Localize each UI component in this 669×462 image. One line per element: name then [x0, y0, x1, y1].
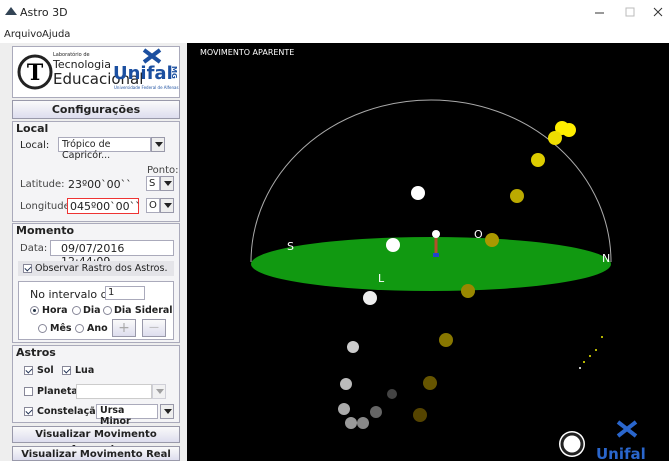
cardinal-label: N: [602, 252, 610, 265]
celestial-dome: [250, 99, 612, 263]
cardinal-label: S: [287, 240, 294, 253]
radio-label[interactable]: Ano: [87, 323, 108, 334]
radio[interactable]: [75, 324, 84, 333]
radio-label[interactable]: Mês: [50, 323, 72, 334]
field-label: Longitude:: [20, 201, 74, 212]
view-title: MOVIMENTO APARENTE: [200, 48, 294, 57]
field-label: Latitude:: [20, 179, 65, 190]
constelacao-combo[interactable]: Ursa Minor: [96, 404, 158, 427]
stars: [579, 336, 603, 369]
rastro-row: [18, 261, 174, 276]
checkbox-label[interactable]: Observar Rastro dos Astros.: [35, 263, 168, 274]
checkbox-label[interactable]: Constelação:: [37, 406, 106, 417]
checkbox[interactable]: [23, 264, 32, 273]
observer: [432, 230, 440, 257]
sky-view: MOVIMENTO APARENTE S N O L Unifal: [187, 43, 669, 461]
field-label: Ponto:: [147, 165, 179, 176]
window-controls[interactable]: [590, 6, 669, 20]
section-header: Momento: [16, 224, 75, 237]
corner-logo-brand: Unifal: [596, 445, 646, 461]
cardinal-label: L: [378, 272, 385, 285]
lat-dir-combo[interactable]: S: [146, 176, 160, 191]
logo-mark: T: [17, 54, 53, 90]
lon-dir-combo[interactable]: O: [146, 198, 160, 213]
checkbox[interactable]: [24, 387, 33, 396]
longitude-field[interactable]: 045º00`00``: [67, 198, 141, 214]
planeta-combo: [76, 384, 152, 399]
radio[interactable]: [103, 306, 112, 315]
logo-lab: Laboratório de: [53, 52, 90, 58]
view-button[interactable]: Visualizar Movimento Aparente: [12, 426, 180, 455]
moon-trail: [338, 186, 425, 429]
checkbox-label[interactable]: Lua: [75, 365, 95, 376]
radio-label[interactable]: Hora: [42, 305, 68, 316]
svg-text:T: T: [27, 60, 44, 86]
config-button[interactable]: Configurações: [12, 100, 180, 119]
radio[interactable]: [72, 306, 81, 315]
logo-brand-suffix: MG: [170, 66, 178, 79]
view-button[interactable]: Visualizar Movimento Real: [12, 446, 180, 461]
field-label: Data:: [20, 243, 48, 254]
logo: T Laboratório de Tecnologia Educacional …: [12, 46, 180, 98]
menu-item[interactable]: Arquivo: [4, 29, 43, 40]
field-label: No intervalo de:: [30, 288, 119, 301]
logo-sub: Universidade Federal de Alfenas: [114, 85, 179, 90]
interval-field[interactable]: 1: [105, 286, 145, 300]
logo-line: Tecnologia: [53, 58, 111, 71]
section-header: Local: [16, 122, 49, 135]
checkbox[interactable]: [24, 407, 33, 416]
minus-button[interactable]: —: [142, 319, 166, 337]
logo-star: [142, 48, 162, 64]
radio[interactable]: [38, 324, 47, 333]
radio-label[interactable]: Dia Sideral: [114, 305, 173, 316]
corner-logo: [559, 420, 669, 461]
section-header: Astros: [16, 346, 56, 359]
field-label: Local:: [20, 140, 50, 151]
combo-arrow[interactable]: [160, 404, 174, 419]
horizon-plane: [251, 237, 611, 291]
sun-trail: [413, 121, 576, 422]
logo-line: Educacional: [53, 70, 144, 88]
radio-label[interactable]: Dia: [83, 305, 101, 316]
cardinal-label: O: [474, 228, 483, 241]
checkbox-label[interactable]: Sol: [37, 365, 54, 376]
combo-arrow: [152, 384, 166, 399]
latitude-field[interactable]: 23º00`00``: [68, 178, 132, 191]
combo-arrow[interactable]: [151, 137, 165, 152]
logo-brand: Unifal: [113, 63, 173, 84]
checkbox-label[interactable]: Planeta:: [37, 386, 82, 397]
checkbox[interactable]: [62, 366, 71, 375]
menu-item[interactable]: Ajuda: [42, 29, 71, 40]
window-title: Astro 3D: [20, 6, 68, 19]
date-field[interactable]: 09/07/2016 12:44:09: [50, 240, 174, 268]
combo-arrow[interactable]: [160, 198, 174, 213]
local-combo[interactable]: Trópico de Capricór...: [58, 137, 151, 161]
checkbox[interactable]: [24, 366, 33, 375]
combo-arrow[interactable]: [160, 176, 174, 191]
radio[interactable]: [30, 306, 39, 315]
app-icon: [5, 7, 17, 15]
plus-button[interactable]: +: [112, 319, 136, 337]
